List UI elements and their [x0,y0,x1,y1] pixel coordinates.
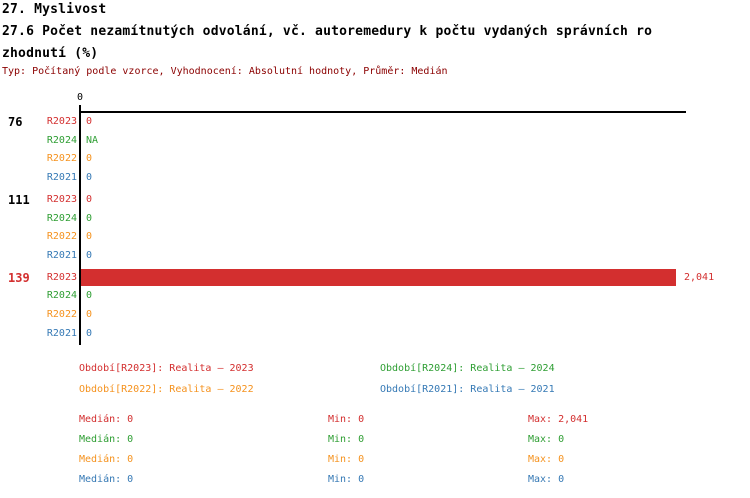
row-year-label: R2021 [46,172,77,184]
indicator-title-line-1: 27.6 Počet nezamítnutých odvolání, vč. a… [2,24,653,39]
stat-min-r2022: Min: 0 [328,454,365,465]
stat-median-r2022: Medián: 0 [79,454,134,465]
row-value-label: 0 [86,172,93,184]
stat-min-r2021: Min: 0 [328,474,365,485]
row-value-label: 0 [86,116,93,127]
group-label: 111 [8,193,30,207]
row-value-label: 0 [86,250,93,262]
section-title: 27. Myslivost [2,2,107,17]
row-year-label: R2023 [46,116,77,127]
row-value-label: 0 [86,194,93,205]
x-axis-tick-zero: 0 [76,92,84,103]
legend-item-r2021: Období[R2021]: Realita – 2021 [380,384,555,395]
x-axis-line [79,111,686,113]
legend-item-r2023: Období[R2023]: Realita – 2023 [79,363,254,374]
stat-median-r2023: Medián: 0 [79,414,134,425]
stat-max-r2022: Max: 0 [528,454,565,465]
row-year-label: R2021 [46,327,77,339]
row-year-label: R2024 [46,134,77,146]
row-year-label: R2021 [46,250,77,262]
group-label: 139 [8,270,30,285]
bar-r2023-139 [81,269,676,286]
row-value-label: 0 [86,327,93,339]
row-year-label: R2022 [46,308,77,320]
row-year-label: R2024 [46,212,77,224]
row-year-label: R2023 [46,271,77,283]
row-value-label: 0 [86,290,93,302]
legend-item-r2022: Období[R2022]: Realita – 2022 [79,384,254,395]
row-value-label: 0 [86,212,93,224]
stat-min-r2023: Min: 0 [328,414,365,425]
row-value-label: 0 [86,231,93,243]
y-axis-line [79,105,81,345]
row-year-label: R2022 [46,231,77,243]
stat-median-r2021: Medián: 0 [79,474,134,485]
row-value-label: NA [86,134,99,146]
row-year-label: R2024 [46,290,77,302]
group-label: 76 [8,115,23,129]
row-value-label: 0 [86,153,93,165]
stat-max-r2024: Max: 0 [528,434,565,445]
legend-item-r2024: Období[R2024]: Realita – 2024 [380,363,555,374]
row-value-label: 0 [86,308,93,320]
indicator-title-line-2: zhodnutí (%) [2,46,99,61]
stat-max-r2023: Max: 2,041 [528,414,589,425]
indicator-meta: Typ: Počítaný podle vzorce, Vyhodnocení:… [2,66,448,77]
stat-median-r2024: Medián: 0 [79,434,134,445]
stat-max-r2021: Max: 0 [528,474,565,485]
stat-min-r2024: Min: 0 [328,434,365,445]
row-value-label: 2,041 [684,271,715,283]
row-year-label: R2022 [46,153,77,165]
row-year-label: R2023 [46,194,77,205]
